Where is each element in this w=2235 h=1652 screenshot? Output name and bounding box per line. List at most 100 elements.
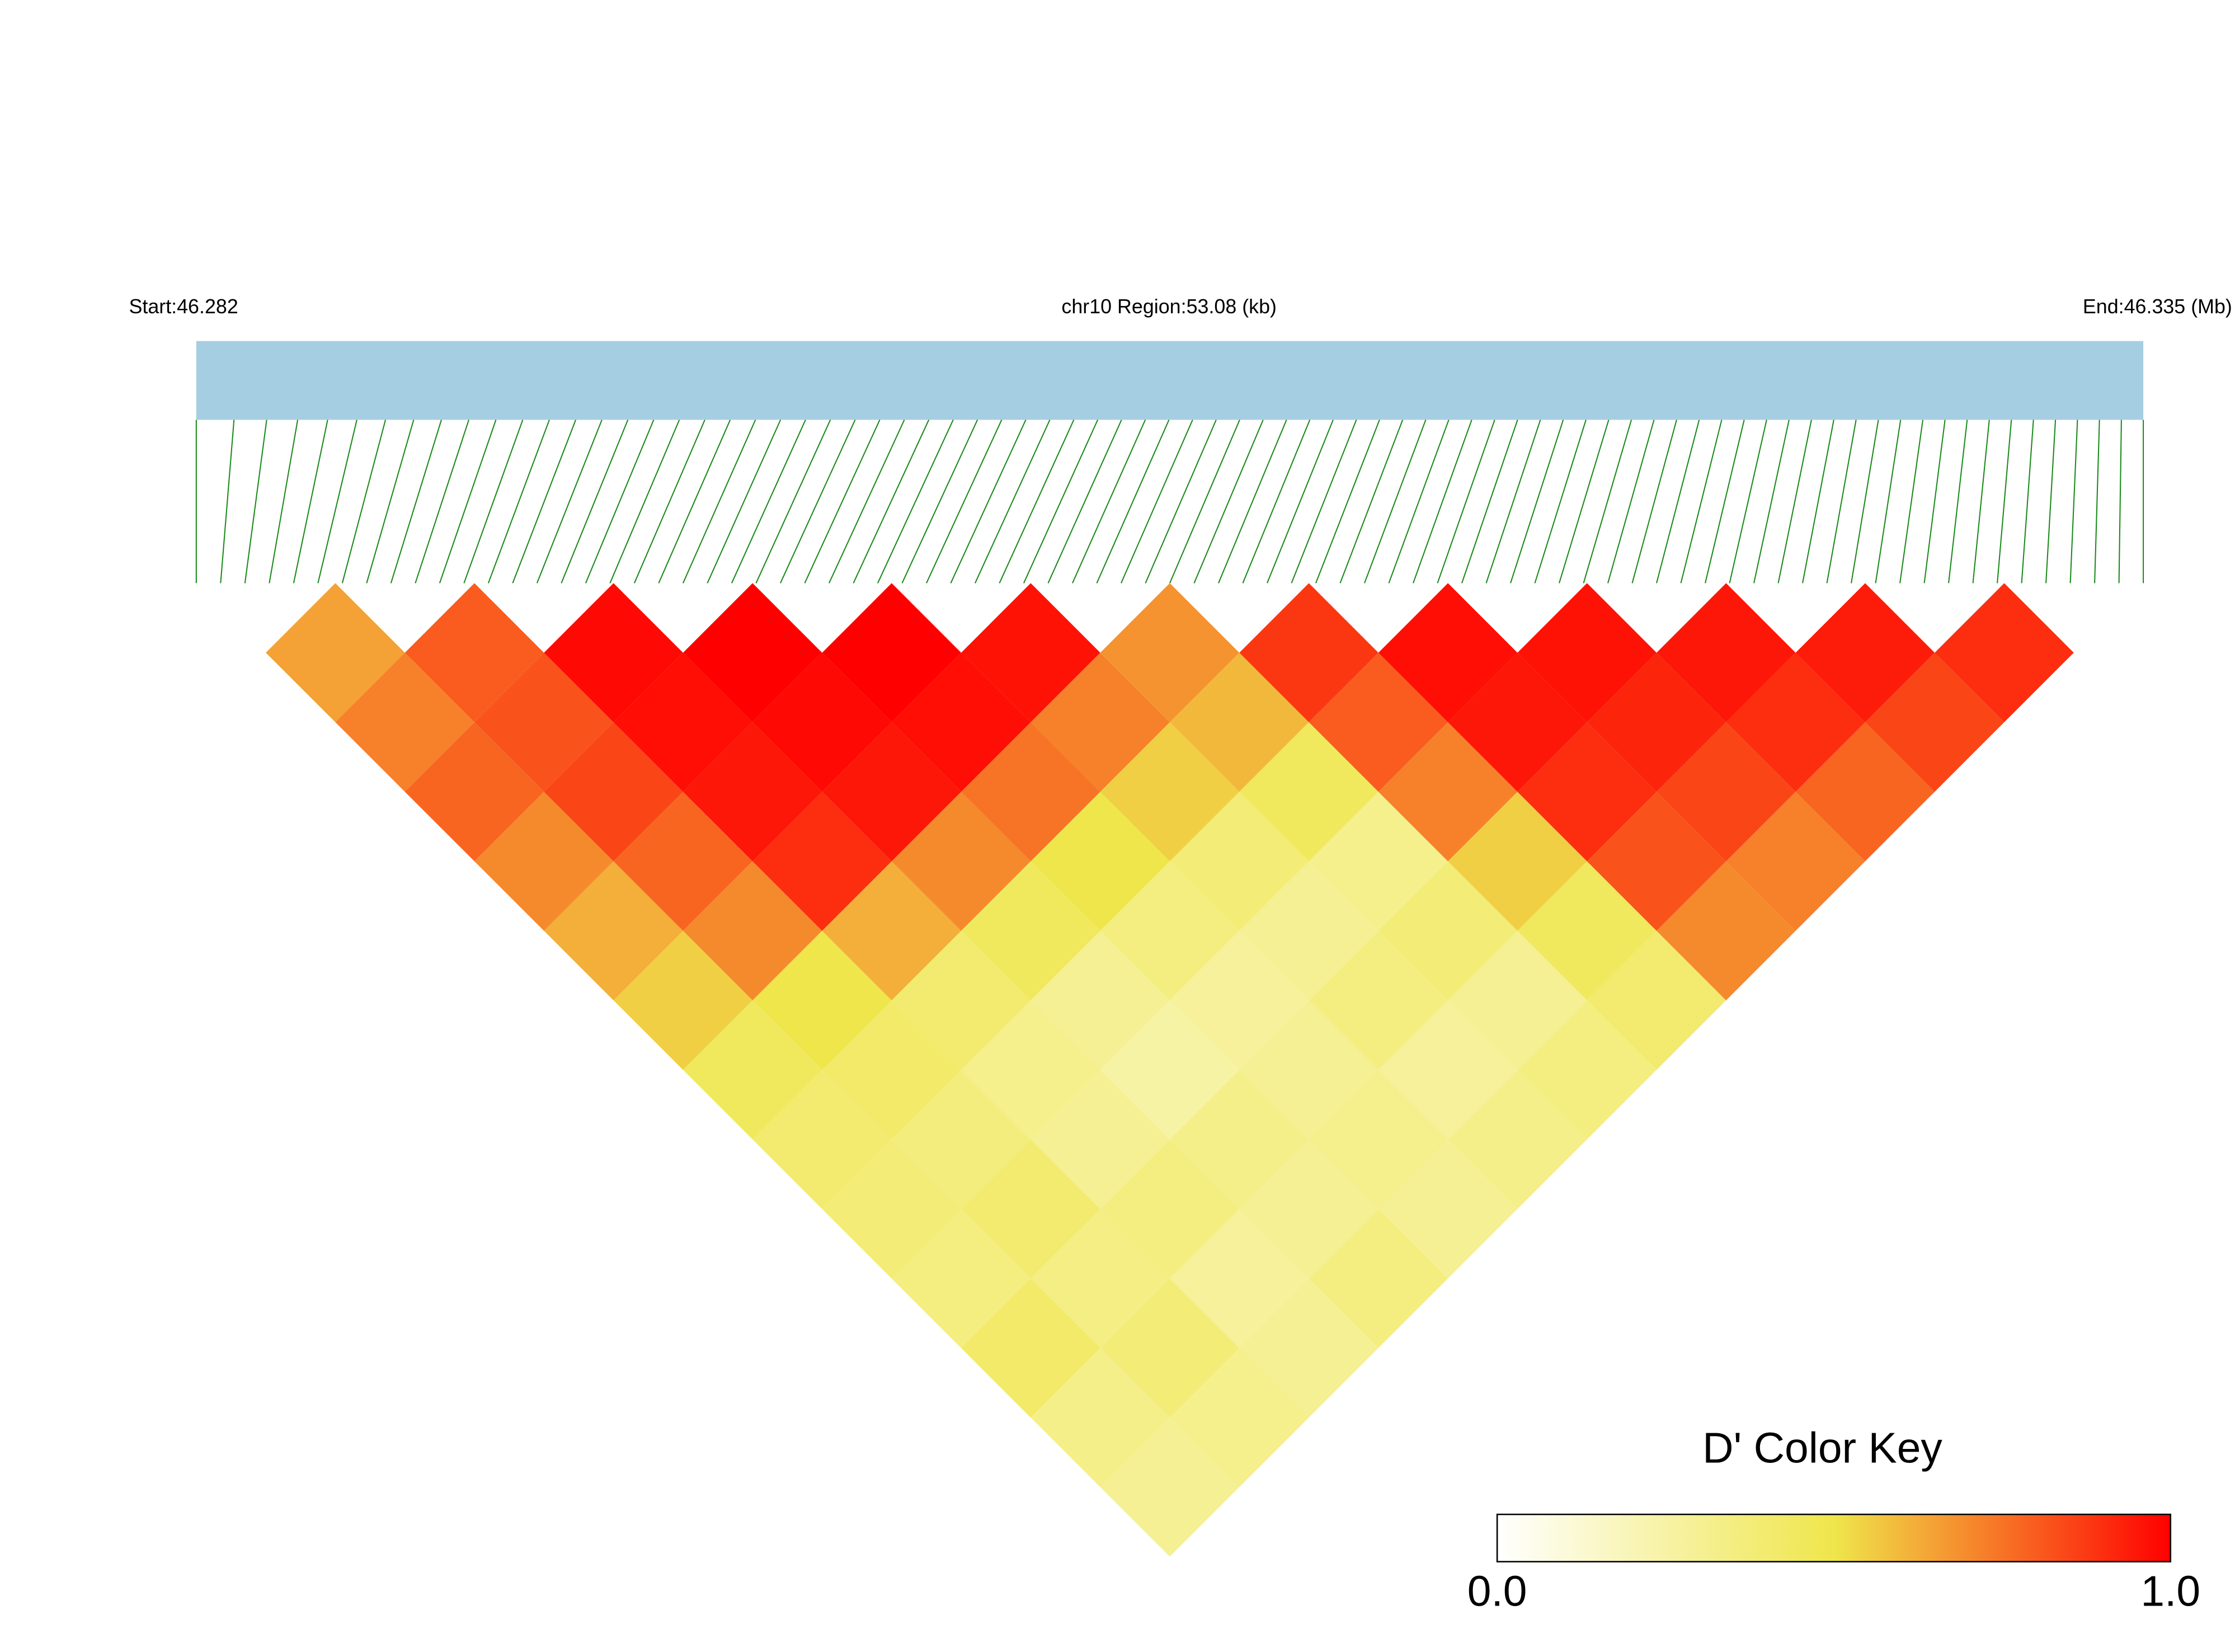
connector [1899, 420, 1924, 583]
ld-cell [683, 583, 822, 723]
connector [1948, 420, 1968, 583]
ld-cell [961, 583, 1100, 723]
colorbar [1496, 1513, 2172, 1562]
connector [999, 420, 1075, 583]
snp-connectors [195, 420, 2144, 583]
ld-cell [1795, 722, 1935, 862]
connector [1461, 420, 1518, 583]
ld-cell [1100, 583, 1240, 723]
ld-cell [1239, 722, 1378, 862]
connector [1680, 420, 1723, 583]
connector [779, 420, 856, 583]
connector [1705, 420, 1745, 583]
region-label: chr10 Region:53.08 (kb) [1061, 295, 1277, 318]
connector [755, 420, 831, 583]
snp-track [196, 341, 2144, 420]
connector [877, 420, 954, 583]
connector [950, 420, 1027, 583]
colorbar-tick-label: 0.0 [1467, 1568, 1527, 1616]
ld-cell [891, 1209, 1031, 1348]
ld-cell [1309, 1209, 1448, 1348]
ld-cell [961, 1000, 1100, 1140]
connector [1607, 420, 1655, 583]
connector [390, 420, 442, 583]
connector [1315, 420, 1380, 583]
colorbar-tick-label: 1.0 [2140, 1568, 2200, 1616]
connector [1193, 420, 1264, 583]
connector [1875, 420, 1902, 583]
connector [1826, 420, 1857, 583]
ld-cell [1309, 930, 1448, 1070]
ld-cell [1865, 652, 2005, 792]
connector [1485, 420, 1541, 583]
connector [1777, 420, 1812, 583]
ld-cell [1031, 1209, 1170, 1348]
connector [1242, 420, 1311, 583]
connector [1534, 420, 1587, 583]
ld-cell [1517, 583, 1657, 723]
ld-cell [266, 583, 405, 723]
connector [536, 420, 603, 583]
ld-cell [1448, 1070, 1587, 1209]
connector [1923, 420, 1946, 583]
connector [1364, 420, 1427, 583]
connector [244, 420, 267, 583]
ld-cell [961, 1139, 1100, 1279]
connector [1169, 420, 1240, 583]
connector [609, 420, 680, 583]
connector [1121, 420, 1193, 583]
connector [658, 420, 731, 583]
connector [1583, 420, 1632, 583]
ld-cell [1239, 583, 1378, 723]
connector [585, 420, 655, 583]
connector [1267, 420, 1334, 583]
connector [1802, 420, 1834, 583]
ld-cell [1100, 722, 1240, 862]
connector [828, 420, 905, 583]
ld-cell [1448, 930, 1587, 1070]
connector [2021, 420, 2034, 583]
ld-cell [1795, 583, 1935, 723]
connector [561, 420, 629, 583]
colorbar-title: D' Color Key [1702, 1424, 1942, 1472]
connector [1437, 420, 1495, 583]
connector [220, 420, 235, 583]
ld-cell [1587, 652, 1726, 792]
connector [1413, 420, 1472, 583]
start-label: Start:46.282 [129, 295, 238, 318]
ld-cell [1031, 652, 1170, 792]
connector [512, 420, 577, 583]
ld-cell [1169, 1348, 1309, 1488]
connector [2118, 420, 2122, 583]
ld-cell [1100, 1417, 1240, 1557]
ld-cell [1726, 652, 1865, 792]
connector [1339, 420, 1404, 583]
connector [439, 420, 497, 583]
connector [1631, 420, 1677, 583]
ld-cell [544, 722, 683, 862]
ld-cell [404, 583, 544, 723]
ld-cell [1587, 792, 1726, 931]
connector [1145, 420, 1217, 583]
connector [633, 420, 705, 583]
connector [317, 420, 357, 583]
ld-cell [1587, 930, 1726, 1070]
ld-cell [1448, 652, 1587, 792]
ld-cell [961, 722, 1100, 862]
connector [463, 420, 524, 583]
connector [2094, 420, 2100, 583]
ld-cell [1657, 583, 1796, 723]
ld-cell [335, 652, 475, 792]
ld-cell [1517, 1000, 1657, 1140]
connector [1972, 420, 1990, 583]
connector [901, 420, 978, 583]
connector [1851, 420, 1879, 583]
end-label: End:46.335 (Mb) [2083, 295, 2232, 318]
connector [1023, 420, 1099, 583]
ld-cell [613, 652, 753, 792]
ld-cell [1935, 583, 2074, 723]
heatmap [266, 583, 2074, 1557]
connector [2045, 420, 2057, 583]
connector [1072, 420, 1146, 583]
